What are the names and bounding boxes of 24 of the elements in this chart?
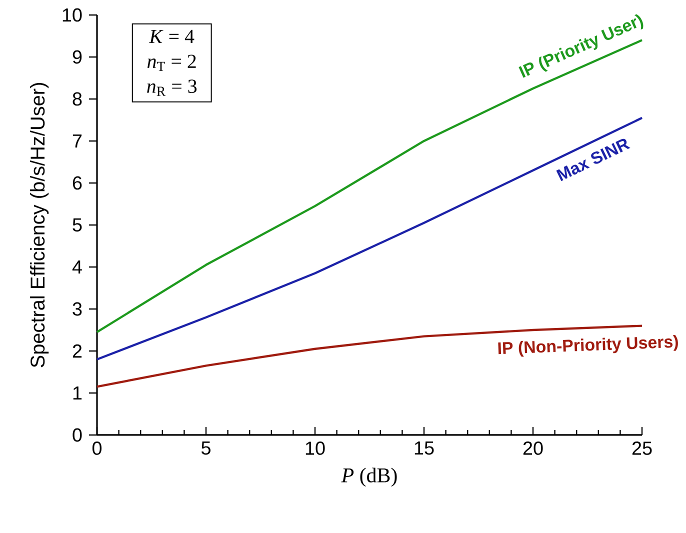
y-axis-title: Spectral Efficiency (b/s/Hz/User) [30, 83, 49, 368]
y-tick-label: 8 [72, 92, 82, 106]
x-tick-label: 5 [201, 442, 210, 455]
annotation: n$_{R}$ = 3 [147, 80, 197, 96]
x-axis-title: P (dB) [341, 468, 397, 487]
y-tick-label: 6 [72, 176, 82, 190]
y-tick-label: 1 [73, 386, 82, 400]
y-tick-label: 0 [72, 428, 82, 442]
series-label: IP (Non-Priority Users) [498, 335, 678, 357]
y-tick-label: 2 [72, 344, 82, 358]
x-tick-label: 15 [414, 442, 434, 455]
x-tick-label: 10 [306, 441, 325, 455]
y-tick-label: 9 [72, 50, 82, 64]
x-tick-label: 0 [92, 441, 102, 455]
x-tick-label: 25 [632, 441, 652, 455]
x-tick-label: 20 [523, 441, 543, 455]
annotation: n$_{T}$ = 2 [147, 54, 196, 72]
y-tick-label: 7 [72, 134, 82, 148]
annotation: K = 4 [148, 30, 194, 43]
y-tick-label: 5 [72, 218, 82, 232]
y-tick-label: 3 [72, 302, 82, 316]
y-tick-label: 4 [72, 260, 82, 274]
text: Max SINR [556, 138, 630, 182]
y-tick-label: 10 [62, 8, 82, 22]
